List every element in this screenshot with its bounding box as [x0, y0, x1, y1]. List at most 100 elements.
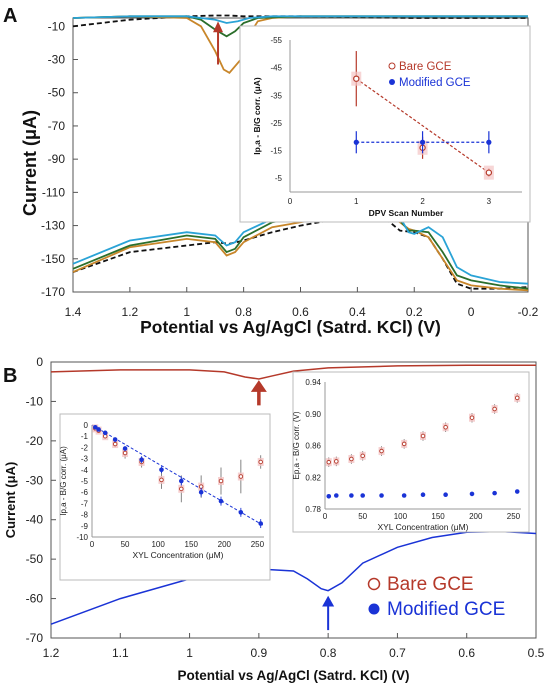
inset-frame	[239, 25, 531, 223]
data-point	[420, 433, 426, 439]
data-point	[349, 493, 354, 498]
data-point	[443, 424, 448, 430]
x-tick-label: 100	[151, 540, 165, 549]
x-tick-label: 0.8	[235, 305, 252, 319]
data-point	[102, 430, 108, 436]
data-point	[360, 493, 365, 498]
y-tick-label: 0.90	[305, 410, 321, 419]
x-tick-label: 250	[507, 512, 521, 521]
data-point	[420, 492, 426, 498]
x-axis-title: XYL Concentration (μM)	[132, 550, 223, 560]
y-tick-label: -30	[48, 53, 66, 67]
y-tick-label: -55	[270, 36, 282, 45]
inset-frame	[292, 371, 530, 533]
x-tick-label: 0.4	[349, 305, 366, 319]
y-tick-label: -60	[26, 592, 44, 606]
data-point	[122, 450, 128, 456]
x-tick-label: 0	[323, 512, 328, 521]
data-point	[469, 415, 475, 420]
y-tick-label: -110	[42, 185, 65, 199]
x-tick-label: 3	[487, 197, 492, 206]
x-tick-label: 50	[121, 540, 130, 549]
y-tick-label: -4	[81, 466, 89, 475]
x-tick-label: 1.4	[65, 305, 82, 319]
data-point	[353, 75, 360, 82]
y-axis-title: Ep,a - B/G corr. (V)	[292, 411, 301, 479]
y-tick-label: -45	[270, 64, 282, 73]
y-tick-label: -130	[41, 219, 65, 233]
data-point	[179, 486, 184, 492]
y-tick-label: -50	[26, 552, 44, 566]
y-tick-label: -20	[26, 434, 44, 448]
x-tick-label: -0.2	[518, 305, 539, 319]
inset-frame	[59, 413, 271, 581]
data-point	[159, 477, 164, 483]
data-point	[139, 457, 144, 463]
data-point	[238, 474, 244, 479]
x-tick-label: 0.2	[406, 305, 423, 319]
y-tick-label: -9	[81, 522, 89, 531]
legend-marker	[388, 62, 396, 70]
data-point	[122, 446, 128, 451]
y-tick-label: -90	[48, 152, 66, 166]
x-tick-label: 150	[431, 512, 445, 521]
y-tick-label: -6	[81, 488, 89, 497]
x-axis-title: XYL Concentration (μM)	[377, 522, 468, 532]
panel-b-inset-potential-chart: 0.94 0.90 0.86 0.82 0.780 50 100 150 200 250 XYL C…	[292, 371, 530, 533]
data-point	[401, 441, 407, 447]
x-tick-label: 150	[185, 540, 199, 549]
y-tick-label: -10	[26, 394, 44, 408]
legend-label: Modified GCE	[399, 77, 471, 89]
data-point	[334, 459, 339, 464]
legend-marker	[389, 79, 395, 85]
data-point	[419, 139, 426, 145]
y-axis-title: Current (μA)	[3, 462, 18, 539]
x-tick-label: 0.9	[251, 646, 268, 660]
y-tick-label: 0.94	[305, 378, 321, 387]
legend-label: Bare GCE	[387, 574, 474, 595]
y-axis-title: Ip,a - B/G corr. (μA)	[59, 446, 68, 516]
x-tick-label: 200	[469, 512, 483, 521]
x-tick-label: 1	[183, 305, 190, 319]
y-tick-label: 0.78	[305, 505, 321, 514]
data-point	[112, 437, 118, 442]
x-axis-title: Potential vs Ag/AgCl (Satrd. KCl) (V)	[177, 668, 409, 683]
series-line-3	[72, 15, 528, 24]
y-tick-label: 0	[36, 355, 43, 369]
data-point	[492, 490, 497, 496]
modified-peak-arrow-head	[322, 595, 335, 607]
trend-line	[91, 424, 265, 527]
data-point	[514, 395, 520, 401]
x-tick-label: 0	[288, 197, 293, 206]
data-point	[93, 424, 98, 430]
x-tick-label: 0.6	[458, 646, 475, 660]
data-point	[179, 478, 184, 484]
data-point	[360, 453, 365, 459]
y-tick-label: -8	[81, 511, 89, 520]
data-point	[401, 493, 407, 498]
y-tick-label: -1	[81, 432, 89, 441]
data-point	[492, 406, 497, 412]
data-point	[514, 489, 520, 494]
y-tick-label: -5	[81, 477, 89, 486]
y-tick-label: -10	[76, 533, 88, 542]
y-tick-label: -40	[26, 513, 44, 527]
y-tick-label: -10	[48, 19, 66, 33]
x-tick-label: 1.2	[122, 305, 139, 319]
panel-b-letter: B	[3, 365, 17, 387]
x-tick-label: 2	[420, 197, 425, 206]
series-line-0	[72, 14, 528, 28]
legend-marker	[367, 577, 381, 591]
panel-b-inset-current-chart: 0-1-2-3-4-5-6-7-8-9-100 50 100 150 200 250XYL…	[59, 413, 271, 581]
data-point	[485, 169, 493, 176]
y-tick-label: -3	[81, 455, 89, 464]
data-point	[326, 459, 332, 465]
x-tick-label: 1.2	[43, 646, 60, 660]
data-point	[443, 492, 448, 498]
data-point	[218, 478, 224, 484]
x-tick-label: 250	[251, 540, 265, 549]
y-tick-label: -50	[48, 86, 66, 100]
data-point	[112, 441, 118, 447]
y-tick-label: -150	[41, 252, 65, 266]
